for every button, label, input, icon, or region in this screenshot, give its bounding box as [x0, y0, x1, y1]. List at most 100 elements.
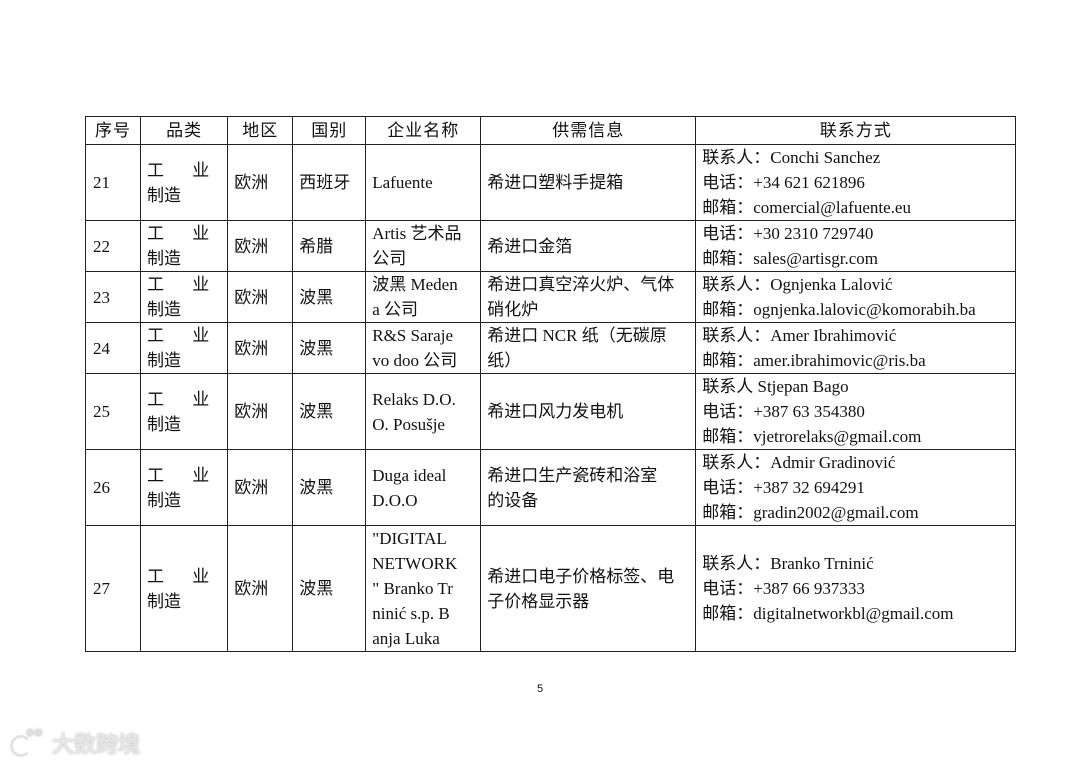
supply-line: 希进口金箔 [487, 236, 573, 256]
cell-category: 工 业制造 [139, 449, 229, 526]
supply-line: 希进口生产瓷砖和浴室 [487, 465, 658, 485]
company-line: Artis 艺术品 [372, 224, 462, 243]
contact-line: 电话：+387 66 937333 [702, 579, 865, 598]
contact-line: 联系人 Stjepan Bago [702, 377, 849, 396]
cell-company: Artis 艺术品 公司 [365, 220, 482, 272]
table-row: 23 工 业制造 欧洲 波黑 波黑 Meden a 公司 希进口真空淬火炉、气体 硝化炉 联系人… [85, 271, 1017, 323]
watermark-logo: 大数跨境 [8, 725, 141, 759]
contact-line: 邮箱：gradin2002@gmail.com [702, 503, 919, 522]
header-company: 企业名称 [365, 116, 482, 145]
cell-category: 工 业制造 [139, 322, 229, 374]
cell-seq: 21 [85, 144, 141, 221]
supply-line: 的设备 [487, 490, 539, 510]
contact-line: 联系人：Amer Ibrahimović [702, 326, 897, 345]
page-number: 5 [537, 683, 544, 695]
cell-seq: 22 [85, 220, 141, 272]
contact-line: 联系人：Branko Trninić [702, 554, 874, 573]
company-line: ninić s.p. B [372, 604, 450, 623]
cell-region: 欧洲 [227, 449, 294, 526]
contact-line: 邮箱：digitalnetworkbl@gmail.com [702, 604, 954, 623]
cell-region: 欧洲 [227, 220, 294, 272]
cell-supply: 希进口塑料手提箱 [480, 144, 697, 221]
contact-line: 邮箱：comercial@lafuente.eu [702, 198, 911, 217]
header-region: 地区 [227, 116, 294, 145]
cell-contact: 联系人：Admir Gradinović 电话：+387 32 694291 邮箱：… [695, 449, 1017, 526]
company-line: a 公司 [372, 300, 419, 319]
category-line: 工 业 [147, 224, 222, 243]
category-line: 工 业 [147, 275, 222, 294]
contact-line: 邮箱：amer.ibrahimovic@ris.ba [702, 351, 926, 370]
header-country: 国别 [292, 116, 367, 145]
contact-line: 邮箱：sales@artisgr.com [702, 249, 878, 268]
cell-country: 波黑 [292, 525, 367, 652]
table-row: 27 工 业制造 欧洲 波黑 "DIGITAL NETWORK " Branko Tr nin… [85, 525, 1017, 652]
category-line: 制造 [147, 185, 181, 205]
category-line: 制造 [147, 249, 181, 268]
company-line: 波黑 Meden [372, 275, 458, 294]
cell-region: 欧洲 [227, 271, 294, 323]
cell-country: 波黑 [292, 271, 367, 323]
cell-contact: 电话：+30 2310 729740 邮箱：sales@artisgr.com [695, 220, 1017, 272]
cell-supply: 希进口电子价格标签、电 子价格显示器 [480, 525, 697, 652]
category-line: 工 业 [147, 566, 222, 586]
company-line: R&S Saraje [372, 326, 453, 345]
cell-company: Relaks D.O. O. Posušje [365, 373, 482, 450]
watermark-text: 大数跨境 [52, 733, 141, 758]
cell-supply: 希进口真空淬火炉、气体 硝化炉 [480, 271, 697, 323]
header-category: 品类 [139, 116, 229, 145]
supply-line: 纸） [487, 351, 522, 370]
cell-company: "DIGITAL NETWORK " Branko Tr ninić s.p. B an… [365, 525, 482, 652]
cell-contact: 联系人：Amer Ibrahimović 邮箱：amer.ibrahimovic@… [695, 322, 1017, 374]
cell-country: 波黑 [292, 373, 367, 450]
table-row: 22 工 业制造 欧洲 希腊 Artis 艺术品 公司 希进口金箔 电话：+30 2310 7… [85, 220, 1017, 272]
contact-line: 电话：+387 32 694291 [702, 478, 865, 497]
cell-category: 工 业制造 [139, 525, 229, 652]
cell-country: 希腊 [292, 220, 367, 272]
table-row: 24 工 业制造 欧洲 波黑 R&S Saraje vo doo 公司 希进口 NCR 纸（… [85, 322, 1017, 374]
table-body: 21 工 业制造 欧洲 西班牙 Lafuente 希进口塑料手提箱 联系人：Conchi S… [85, 144, 1017, 652]
cell-country: 波黑 [292, 449, 367, 526]
supply-line: 硝化炉 [487, 300, 539, 319]
contact-line: 电话：+30 2310 729740 [702, 224, 874, 243]
company-line: D.O.O [372, 490, 418, 510]
cell-seq: 27 [85, 525, 141, 652]
cell-region: 欧洲 [227, 322, 294, 374]
company-line: Lafuente [372, 173, 433, 192]
table-row: 25 工 业制造 欧洲 波黑 Relaks D.O. O. Posušje 希进口风力发电机… [85, 373, 1017, 450]
company-line: 公司 [372, 249, 407, 268]
category-line: 制造 [147, 591, 181, 611]
company-line: NETWORK [372, 554, 458, 573]
cell-seq: 25 [85, 373, 141, 450]
category-line: 工 业 [147, 389, 222, 409]
cell-contact: 联系人 Stjepan Bago 电话：+387 63 354380 邮箱：vjet… [695, 373, 1017, 450]
contact-line: 电话：+34 621 621896 [702, 173, 865, 192]
contact-line: 联系人：Conchi Sanchez [702, 148, 881, 167]
category-line: 制造 [147, 414, 181, 434]
cell-category: 工 业制造 [139, 373, 229, 450]
cell-seq: 24 [85, 322, 141, 374]
company-line: "DIGITAL [372, 529, 447, 548]
company-line: Duga ideal [372, 465, 447, 485]
company-line: O. Posušje [372, 414, 445, 434]
cell-supply: 希进口 NCR 纸（无碳原 纸） [480, 322, 697, 374]
cell-region: 欧洲 [227, 525, 294, 652]
category-line: 工 业 [147, 326, 222, 345]
cell-contact: 联系人：Conchi Sanchez 电话：+34 621 621896 邮箱：co… [695, 144, 1017, 221]
cell-company: Duga ideal D.O.O [365, 449, 482, 526]
watermark-logo-icon [8, 725, 46, 757]
cell-region: 欧洲 [227, 144, 294, 221]
contact-line: 邮箱：vjetrorelaks@gmail.com [702, 427, 922, 446]
company-line: vo doo 公司 [372, 351, 458, 370]
company-line: Relaks D.O. [372, 389, 456, 409]
cell-country: 西班牙 [292, 144, 367, 221]
cell-seq: 26 [85, 449, 141, 526]
supply-line: 希进口真空淬火炉、气体 [487, 275, 675, 294]
contact-line: 邮箱：ognjenka.lalovic@komorabih.ba [702, 300, 976, 319]
table-header-row: 序号 品类 地区 国别 企业名称 供需信息 联系方式 [85, 116, 1017, 145]
cell-supply: 希进口风力发电机 [480, 373, 697, 450]
supply-line: 希进口风力发电机 [487, 402, 624, 421]
category-line: 制造 [147, 490, 181, 510]
supply-line: 子价格显示器 [487, 591, 590, 611]
table-row: 21 工 业制造 欧洲 西班牙 Lafuente 希进口塑料手提箱 联系人：Conchi S… [85, 144, 1017, 221]
header-supply: 供需信息 [480, 116, 697, 145]
